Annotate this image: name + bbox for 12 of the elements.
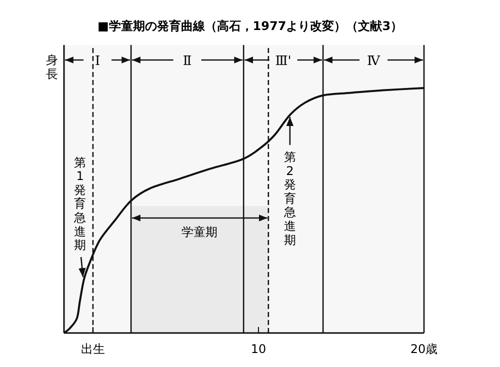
band-label: Ⅰ: [94, 54, 100, 69]
annotation: 第1発育急進期: [74, 155, 86, 252]
title: ■学童期の発育曲線（高石，1977より改変）（文献3）: [97, 19, 403, 33]
band-label: Ⅲ': [275, 54, 292, 69]
ylabel: 身長: [46, 53, 58, 81]
band-label: Ⅳ: [367, 54, 382, 69]
annotation: 第2発育急進期: [284, 150, 296, 247]
xtick: 10: [250, 342, 266, 356]
band-label: 学童期: [182, 225, 218, 239]
xtick: 出生: [80, 342, 105, 356]
xtick: 20歳: [410, 342, 438, 356]
band-label: Ⅱ: [182, 54, 192, 69]
